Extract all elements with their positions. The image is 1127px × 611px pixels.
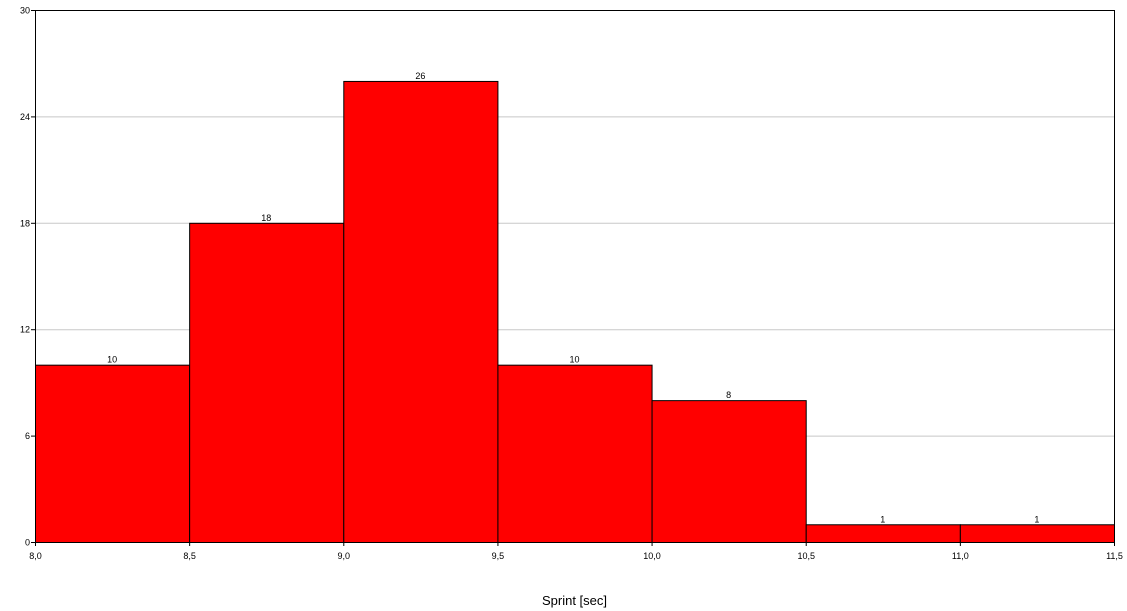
y-tick-label-6: 6: [25, 431, 30, 441]
bar-4: [651, 400, 807, 543]
data-label-6: 1: [1034, 514, 1039, 524]
data-labels: 10 18 26 10 8 1 1: [107, 71, 1039, 524]
x-tick-label-10,0: 10,0: [643, 551, 661, 561]
bar-3: [497, 364, 653, 543]
x-axis-ticks: 8,0 8,5 9,0 9,5 10,0 10,5 11,0 11,5: [29, 542, 1123, 561]
data-label-3: 10: [569, 355, 579, 365]
bar-0: [35, 364, 191, 543]
x-tick-label-8,5: 8,5: [183, 551, 196, 561]
y-tick-label-30: 30: [20, 6, 30, 16]
bar-5: [805, 524, 961, 543]
x-axis-title: Sprint [sec]: [542, 593, 607, 608]
y-tick-label-0: 0: [25, 538, 30, 548]
x-tick-label-9,5: 9,5: [492, 551, 505, 561]
x-tick-label-11,5: 11,5: [1106, 551, 1123, 561]
data-label-5: 1: [880, 514, 885, 524]
bar-1: [189, 222, 345, 544]
x-tick-label-9,0: 9,0: [338, 551, 351, 561]
data-label-1: 18: [261, 213, 271, 223]
plot-border: [35, 10, 1115, 543]
data-label-4: 8: [726, 390, 731, 400]
y-tick-label-18: 18: [20, 218, 30, 228]
data-label-2: 26: [415, 71, 425, 81]
data-label-0: 10: [107, 355, 117, 365]
bar-6: [959, 524, 1115, 543]
y-tick-label-24: 24: [20, 112, 30, 122]
x-tick-label-11,0: 11,0: [952, 551, 969, 561]
bars: [35, 80, 1115, 544]
y-tick-label-12: 12: [20, 325, 30, 335]
x-tick-label-10,5: 10,5: [797, 551, 815, 561]
y-axis-ticks: 0 6 12 18 24 30: [20, 6, 35, 548]
x-tick-label-8,0: 8,0: [29, 551, 42, 561]
bar-2: [343, 80, 499, 544]
plot-frame: [35, 10, 1115, 543]
